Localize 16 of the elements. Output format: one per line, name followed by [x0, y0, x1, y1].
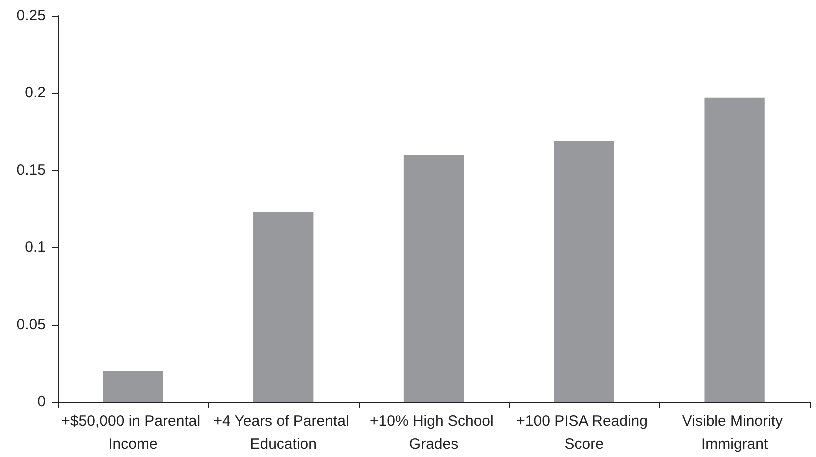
y-tick-label: 0.1 — [25, 239, 46, 256]
y-tick-label: 0 — [38, 394, 46, 410]
y-tick-label: 0.05 — [16, 316, 46, 334]
bar — [704, 98, 765, 402]
bar — [103, 371, 164, 402]
x-tick-label: Visible Minority Immigrant — [682, 413, 788, 453]
bar — [554, 141, 614, 402]
y-tick-label: 0.25 — [16, 8, 46, 24]
x-tick-label: +100 PISA Reading Score — [516, 413, 652, 453]
bar — [254, 212, 314, 402]
x-tick-label: +4 Years of Parental Education — [214, 413, 354, 453]
y-tick-label: 0.15 — [16, 162, 46, 179]
x-tick-label: +10% High School Grades — [370, 413, 498, 453]
y-tick-label: 0.2 — [25, 84, 46, 102]
bar — [404, 154, 464, 402]
x-tick-label: +$50,000 in Parental Income — [62, 413, 205, 453]
